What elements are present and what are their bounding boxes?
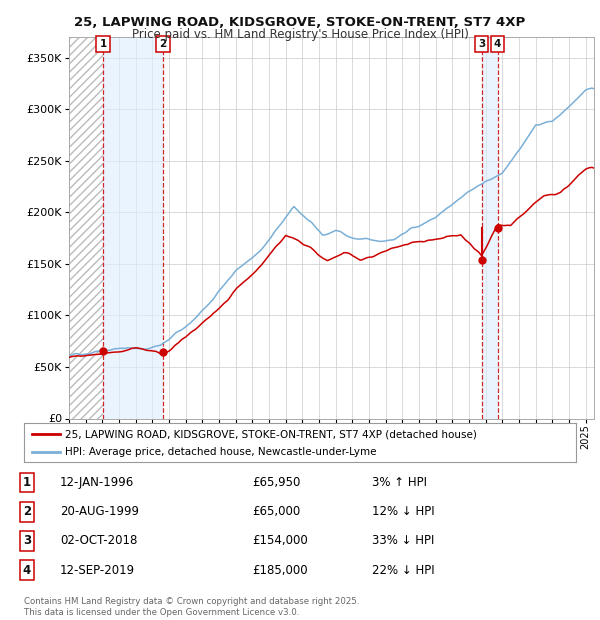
Text: £65,000: £65,000 <box>252 505 300 518</box>
Text: 3: 3 <box>478 39 485 49</box>
Text: Contains HM Land Registry data © Crown copyright and database right 2025.
This d: Contains HM Land Registry data © Crown c… <box>24 598 359 617</box>
Text: 25, LAPWING ROAD, KIDSGROVE, STOKE-ON-TRENT, ST7 4XP (detached house): 25, LAPWING ROAD, KIDSGROVE, STOKE-ON-TR… <box>65 429 477 439</box>
Text: 1: 1 <box>100 39 107 49</box>
Text: 4: 4 <box>494 39 501 49</box>
Text: 25, LAPWING ROAD, KIDSGROVE, STOKE-ON-TRENT, ST7 4XP: 25, LAPWING ROAD, KIDSGROVE, STOKE-ON-TR… <box>74 16 526 29</box>
Text: 2: 2 <box>23 505 31 518</box>
Text: 12% ↓ HPI: 12% ↓ HPI <box>372 505 434 518</box>
Text: 12-JAN-1996: 12-JAN-1996 <box>60 476 134 489</box>
Text: HPI: Average price, detached house, Newcastle-under-Lyme: HPI: Average price, detached house, Newc… <box>65 447 377 458</box>
Text: 2: 2 <box>160 39 167 49</box>
Text: 20-AUG-1999: 20-AUG-1999 <box>60 505 139 518</box>
Text: 3: 3 <box>23 534 31 547</box>
Text: 33% ↓ HPI: 33% ↓ HPI <box>372 534 434 547</box>
Bar <box>69 37 103 418</box>
Text: Price paid vs. HM Land Registry's House Price Index (HPI): Price paid vs. HM Land Registry's House … <box>131 28 469 41</box>
Text: 4: 4 <box>23 564 31 577</box>
Text: 12-SEP-2019: 12-SEP-2019 <box>60 564 135 577</box>
Text: 3% ↑ HPI: 3% ↑ HPI <box>372 476 427 489</box>
Text: £154,000: £154,000 <box>252 534 308 547</box>
Text: 1: 1 <box>23 476 31 489</box>
Text: 02-OCT-2018: 02-OCT-2018 <box>60 534 137 547</box>
Text: 22% ↓ HPI: 22% ↓ HPI <box>372 564 434 577</box>
Bar <box>103 37 163 418</box>
Text: £185,000: £185,000 <box>252 564 308 577</box>
Text: £65,950: £65,950 <box>252 476 301 489</box>
Bar <box>482 37 497 418</box>
